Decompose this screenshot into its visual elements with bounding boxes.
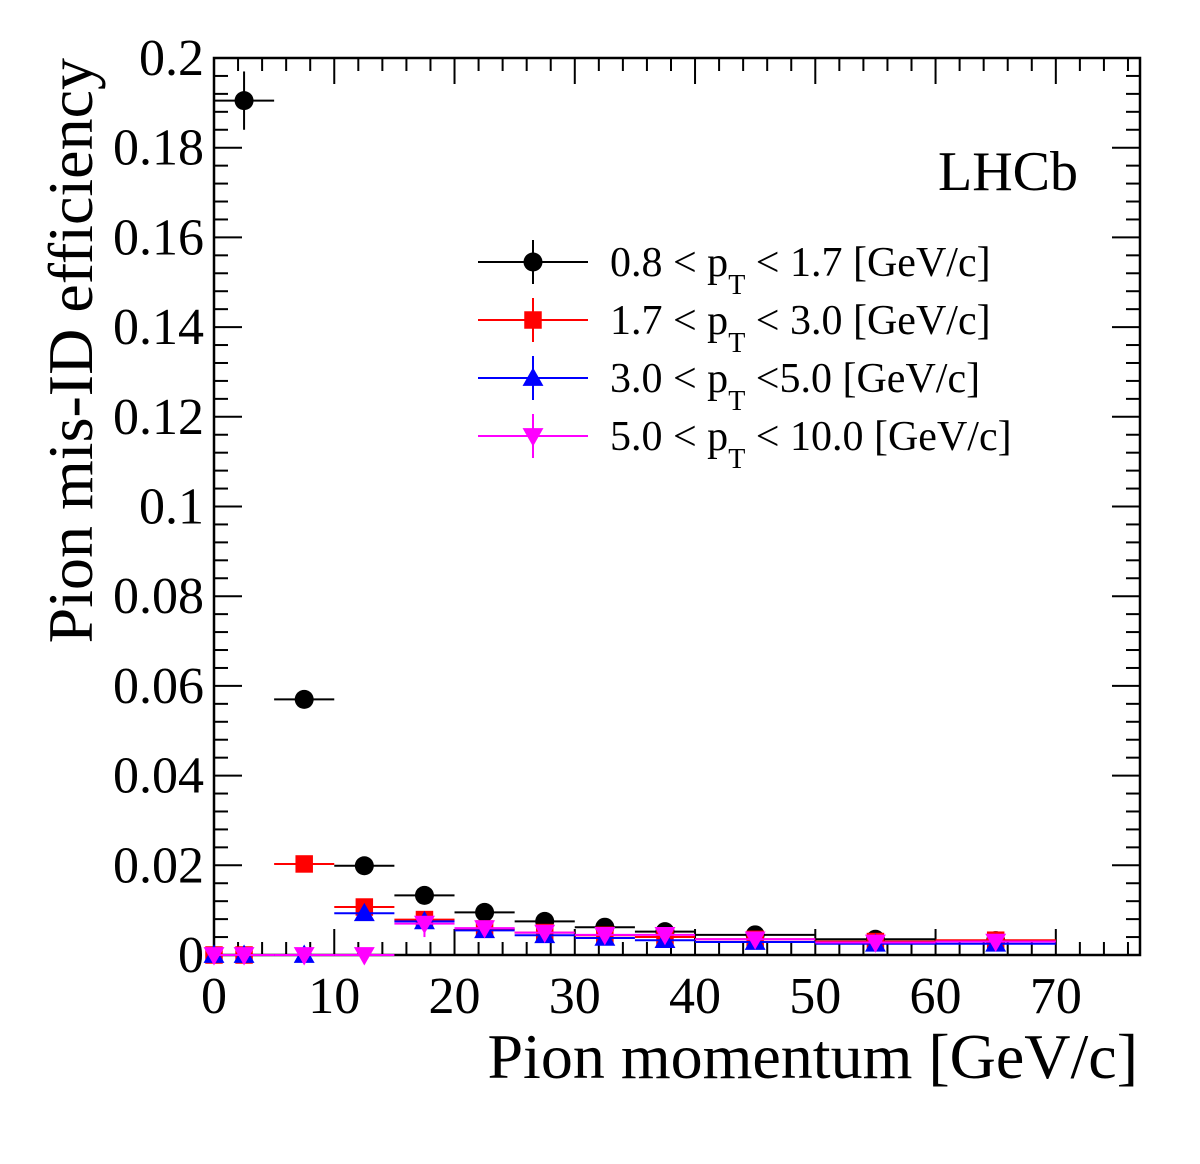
x-tick-label: 70: [1030, 968, 1082, 1025]
data-point: [234, 91, 254, 111]
legend: 0.8 < pT < 1.7 [GeV/c]1.7 < pT < 3.0 [Ge…: [478, 240, 1012, 475]
x-tick-labels: 0 10 20 30 40 50 60 70: [201, 968, 1082, 1025]
x-tick-label: 20: [429, 968, 481, 1025]
data-point: [414, 885, 434, 905]
legend-label: 0.8 < pT < 1.7 [GeV/c]: [610, 240, 991, 301]
legend-label: 5.0 < pT < 10.0 [GeV/c]: [610, 414, 1012, 475]
legend-marker: [524, 311, 542, 329]
x-tick-label: 0: [201, 968, 227, 1025]
y-axis-label: Pion mis-ID efficiency: [35, 58, 106, 643]
y-tick-label: 0.06: [113, 658, 204, 715]
x-tick-label: 50: [789, 968, 841, 1025]
data-point: [534, 924, 556, 944]
lhcb-annotation: LHCb: [938, 141, 1078, 203]
y-tick-label: 0.12: [113, 389, 204, 446]
y-tick-label: 0.08: [113, 568, 204, 625]
data-point: [233, 947, 255, 966]
x-tick-label: 40: [669, 968, 721, 1025]
axis-ticks: [213, 57, 1140, 956]
x-tick-label: 30: [549, 968, 601, 1025]
x-tick-label: 10: [308, 968, 360, 1025]
y-tick-label: 0.2: [139, 30, 204, 87]
series-1: [214, 71, 1056, 951]
y-tick-label: 0.1: [139, 479, 204, 536]
x-tick-label: 60: [910, 968, 962, 1025]
legend-marker: [522, 367, 544, 386]
data-point: [475, 902, 495, 922]
data-point: [864, 934, 886, 953]
data-point: [295, 855, 313, 873]
data-point: [353, 947, 375, 966]
legend-marker: [522, 428, 544, 447]
data-point: [474, 920, 496, 939]
legend-entry-2: 1.7 < pT < 3.0 [GeV/c]: [478, 298, 991, 359]
y-tick-label: 0: [178, 927, 204, 984]
data-point: [293, 947, 315, 966]
x-axis-label: Pion momentum [GeV/c]: [487, 1021, 1138, 1092]
legend-entry-1: 0.8 < pT < 1.7 [GeV/c]: [478, 240, 991, 301]
data-point: [654, 926, 676, 946]
y-tick-label: 0.04: [113, 748, 204, 805]
data-point: [414, 915, 435, 935]
legend-marker: [523, 252, 543, 272]
legend-label: 1.7 < pT < 3.0 [GeV/c]: [610, 298, 991, 359]
y-tick-label: 0.14: [113, 299, 204, 356]
y-tick-labels: 0 0.02 0.04 0.06 0.08 0.1 0.12 0.14 0.16 0.18 0.2: [113, 30, 204, 984]
data-point: [985, 933, 1007, 952]
data-point: [203, 947, 225, 966]
data-point: [353, 902, 375, 922]
legend-entry-3: 3.0 < pT <5.0 [GeV/c]: [478, 356, 980, 417]
legend-entry-4: 5.0 < pT < 10.0 [GeV/c]: [478, 414, 1012, 475]
y-tick-label: 0.18: [113, 120, 204, 177]
data-point: [594, 926, 616, 946]
y-tick-label: 0.02: [113, 837, 204, 894]
data-point: [354, 856, 374, 876]
data-point: [294, 689, 314, 709]
series-2: [205, 855, 1056, 964]
series-4: [203, 915, 1056, 966]
legend-label: 3.0 < pT <5.0 [GeV/c]: [610, 356, 980, 417]
y-tick-label: 0.16: [113, 209, 204, 266]
data-point: [744, 931, 766, 950]
data-series: [203, 71, 1056, 966]
